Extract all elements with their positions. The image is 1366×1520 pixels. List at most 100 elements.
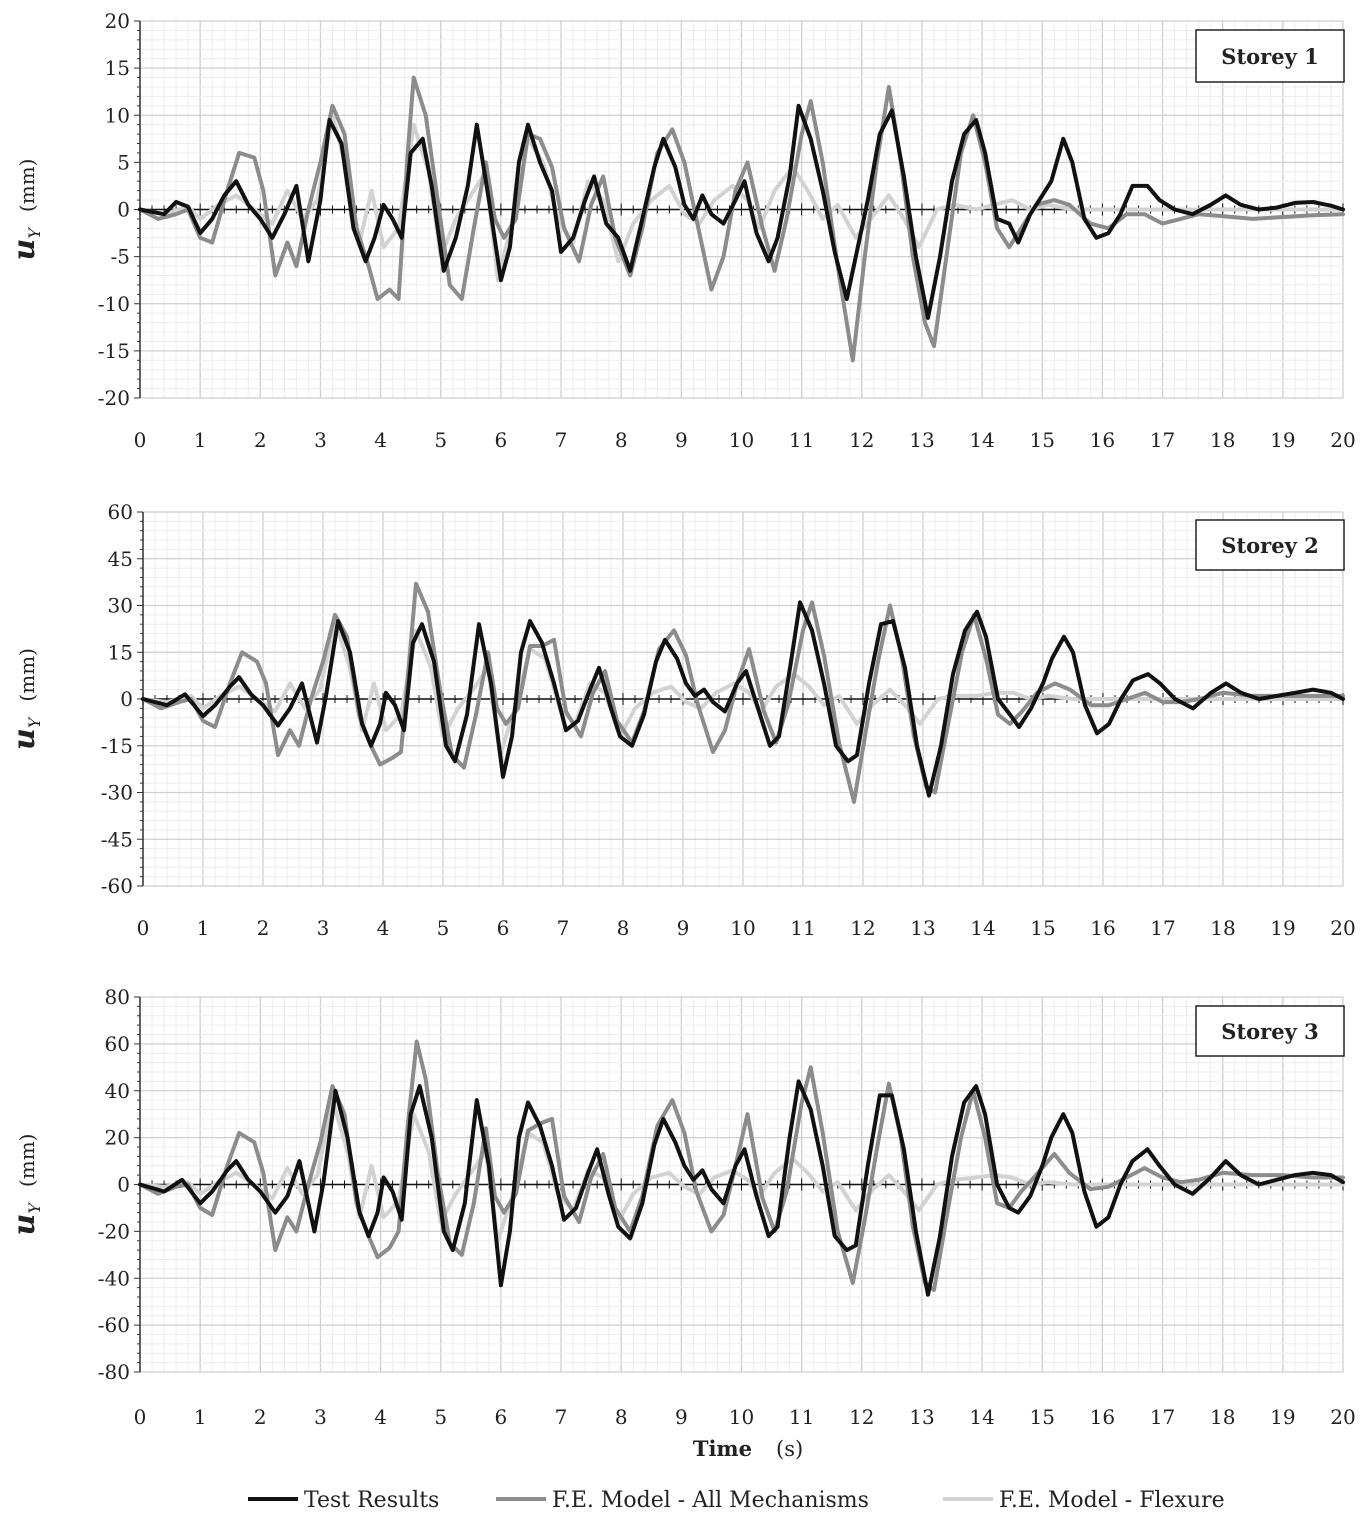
x-tick-label: 6 bbox=[495, 428, 508, 452]
y-tick-label: -60 bbox=[98, 1313, 130, 1337]
x-tick-label: 7 bbox=[555, 1405, 568, 1429]
x-tick-label: 1 bbox=[197, 916, 210, 940]
y-tick-label: -40 bbox=[98, 1266, 130, 1290]
y-tick-label: 60 bbox=[105, 1032, 130, 1056]
x-tick-label: 15 bbox=[1030, 916, 1055, 940]
y-tick-label: 10 bbox=[105, 103, 130, 127]
x-tick-label: 13 bbox=[909, 1405, 934, 1429]
x-tick-label: 2 bbox=[257, 916, 270, 940]
panel-label: Storey 3 bbox=[1221, 1019, 1318, 1044]
x-tick-label: 18 bbox=[1210, 1405, 1235, 1429]
x-tick-label: 8 bbox=[615, 428, 628, 452]
x-tick-label: 15 bbox=[1030, 428, 1055, 452]
x-tick-label: 6 bbox=[495, 1405, 508, 1429]
x-tick-label: 2 bbox=[254, 1405, 267, 1429]
y-tick-label: -15 bbox=[98, 339, 130, 363]
y-tick-label: -80 bbox=[98, 1360, 130, 1384]
x-tick-label: 8 bbox=[617, 916, 630, 940]
y-tick-label: 15 bbox=[108, 640, 133, 664]
series-line-f-e-model-flexure bbox=[138, 1098, 1345, 1243]
x-axis-label: Time (s) bbox=[693, 1436, 803, 1461]
x-tick-label: 9 bbox=[677, 916, 690, 940]
y-tick-label: 45 bbox=[108, 547, 133, 571]
legend-item-test-results: Test Results bbox=[248, 1488, 439, 1513]
panel-label-box bbox=[1195, 519, 1345, 571]
x-tick-label: 4 bbox=[374, 428, 387, 452]
x-tick-label: 9 bbox=[675, 1405, 688, 1429]
x-tick-label: 17 bbox=[1150, 916, 1175, 940]
x-tick-label: 19 bbox=[1270, 1405, 1295, 1429]
series-line-f-e-model-flexure bbox=[141, 619, 1345, 758]
y-tick-label: -10 bbox=[98, 292, 130, 316]
x-tick-label: 14 bbox=[969, 1405, 994, 1429]
y-tick-label: 0 bbox=[117, 198, 130, 222]
x-tick-label: 11 bbox=[789, 1405, 814, 1429]
y-tick-label: -60 bbox=[101, 874, 133, 898]
x-tick-label: 11 bbox=[790, 916, 815, 940]
legend: Test Results F.E. Model - All Mechanisms… bbox=[248, 1488, 1225, 1513]
x-tick-label: 12 bbox=[850, 916, 875, 940]
legend-label-test-results: Test Results bbox=[304, 1488, 439, 1513]
series-line-f-e-model-all-mechanisms bbox=[138, 1039, 1345, 1292]
y-tick-label: 20 bbox=[105, 9, 130, 33]
y-tick-label: -20 bbox=[98, 386, 130, 410]
y-tick-label: 80 bbox=[105, 985, 130, 1009]
x-tick-label: 5 bbox=[434, 428, 447, 452]
x-tick-label: 16 bbox=[1090, 428, 1115, 452]
series-line-test-results bbox=[141, 600, 1345, 798]
panel-label: Storey 1 bbox=[1221, 44, 1318, 69]
x-tick-label: 19 bbox=[1270, 916, 1295, 940]
x-tick-label: 10 bbox=[729, 428, 754, 452]
x-tick-label: 5 bbox=[434, 1405, 447, 1429]
y-tick-label: -20 bbox=[98, 1219, 130, 1243]
panel-label-box bbox=[1195, 29, 1345, 83]
y-tick-label: 5 bbox=[117, 150, 130, 174]
x-tick-label: 3 bbox=[317, 916, 330, 940]
x-tick-label: 18 bbox=[1210, 428, 1235, 452]
panel-label: Storey 2 bbox=[1221, 533, 1318, 558]
legend-label-all-mechanisms: F.E. Model - All Mechanisms bbox=[552, 1488, 869, 1513]
x-tick-label: 9 bbox=[675, 428, 688, 452]
x-tick-label: 13 bbox=[910, 916, 935, 940]
x-tick-label: 17 bbox=[1150, 428, 1175, 452]
x-tick-label: 2 bbox=[254, 428, 267, 452]
y-tick-label: -15 bbox=[101, 734, 133, 758]
x-tick-label: 3 bbox=[314, 1405, 327, 1429]
x-tick-label: 20 bbox=[1330, 428, 1355, 452]
series-line-test-results bbox=[138, 1079, 1345, 1297]
panel-label-box bbox=[1195, 1005, 1345, 1057]
y-tick-label: 0 bbox=[117, 1173, 130, 1197]
y-tick-label: -5 bbox=[111, 245, 130, 269]
x-tick-label: 8 bbox=[615, 1405, 628, 1429]
x-tick-label: 17 bbox=[1150, 1405, 1175, 1429]
y-tick-label: -45 bbox=[101, 827, 133, 851]
x-tick-label: 0 bbox=[134, 1405, 147, 1429]
y-axis-label: uY(mm) bbox=[7, 1134, 44, 1236]
x-tick-label: 10 bbox=[730, 916, 755, 940]
x-tick-label: 20 bbox=[1330, 916, 1355, 940]
legend-item-flexure: F.E. Model - Flexure bbox=[943, 1488, 1225, 1513]
x-tick-label: 3 bbox=[314, 428, 327, 452]
x-tick-label: 20 bbox=[1330, 1405, 1355, 1429]
y-tick-label: 40 bbox=[105, 1079, 130, 1103]
x-tick-label: 15 bbox=[1030, 1405, 1055, 1429]
legend-item-all-mechanisms: F.E. Model - All Mechanisms bbox=[496, 1488, 869, 1513]
x-tick-label: 0 bbox=[134, 428, 147, 452]
x-tick-label: 7 bbox=[555, 428, 568, 452]
x-tick-label: 1 bbox=[194, 1405, 207, 1429]
x-tick-label: 12 bbox=[849, 428, 874, 452]
x-tick-label: 12 bbox=[849, 1405, 874, 1429]
y-axis-label: uY(mm) bbox=[7, 159, 44, 261]
x-tick-label: 16 bbox=[1090, 916, 1115, 940]
y-tick-label: -30 bbox=[101, 781, 133, 805]
y-tick-label: 30 bbox=[108, 594, 133, 618]
grid bbox=[142, 511, 1344, 887]
y-tick-label: 15 bbox=[105, 56, 130, 80]
x-tick-label: 0 bbox=[137, 916, 150, 940]
x-tick-label: 4 bbox=[374, 1405, 387, 1429]
x-tick-label: 7 bbox=[557, 916, 570, 940]
